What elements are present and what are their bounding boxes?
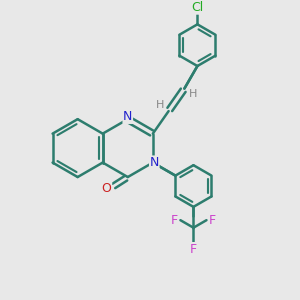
Text: Cl: Cl <box>191 1 203 14</box>
Text: N: N <box>123 110 133 123</box>
Text: H: H <box>156 100 165 110</box>
Text: H: H <box>189 89 197 99</box>
Text: F: F <box>209 214 216 227</box>
Text: F: F <box>190 243 197 256</box>
Text: N: N <box>150 156 159 169</box>
Text: F: F <box>171 214 178 227</box>
Text: O: O <box>102 182 112 195</box>
